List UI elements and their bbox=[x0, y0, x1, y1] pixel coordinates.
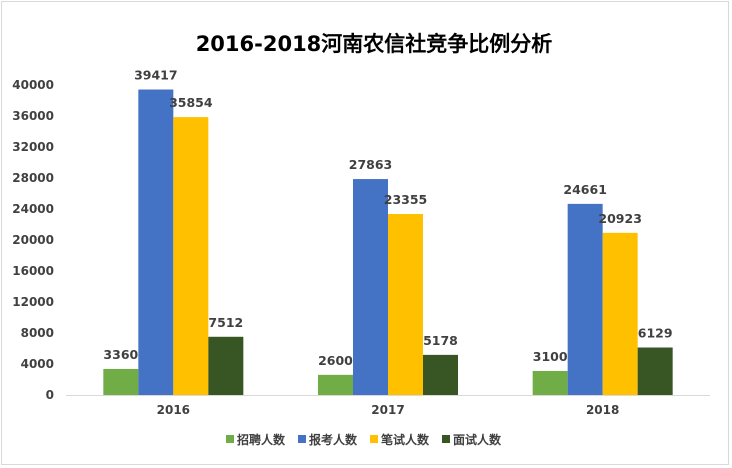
data-label: 35854 bbox=[169, 95, 213, 110]
data-label: 3100 bbox=[533, 349, 568, 364]
y-tick-label: 32000 bbox=[12, 140, 54, 154]
data-label: 20923 bbox=[598, 211, 642, 226]
chart-title: 2016-2018河南农信社竞争比例分析 bbox=[196, 32, 553, 56]
bar-4-2018 bbox=[637, 347, 673, 395]
bar-3-2016 bbox=[173, 117, 209, 395]
bar-3-2017 bbox=[388, 213, 423, 395]
legend-swatch bbox=[298, 435, 306, 443]
bar-2-2016 bbox=[138, 89, 174, 395]
y-tick-label: 28000 bbox=[12, 171, 54, 185]
data-label: 24661 bbox=[563, 182, 607, 197]
data-label: 27863 bbox=[349, 157, 393, 172]
y-tick-label: 40000 bbox=[12, 78, 54, 92]
y-tick-label: 16000 bbox=[12, 264, 54, 278]
bar-4-2016 bbox=[208, 336, 244, 395]
y-tick-label: 4000 bbox=[21, 357, 54, 371]
legend: 招聘人数 报考人数 笔试人数 面试人数 bbox=[226, 432, 502, 447]
legend-swatch bbox=[370, 435, 378, 443]
legend-swatch bbox=[226, 435, 234, 443]
bar-3-2018 bbox=[602, 232, 638, 395]
data-label: 6129 bbox=[638, 326, 673, 341]
y-axis: 0 4000 8000 12000 16000 20000 24000 28000 32000 3… bbox=[12, 78, 54, 402]
bar-1-2017 bbox=[318, 374, 353, 395]
bar-2-2017 bbox=[353, 179, 388, 395]
y-tick-label: 8000 bbox=[21, 326, 54, 340]
legend-label: 招聘人数 bbox=[237, 432, 286, 447]
x-tick-label: 2017 bbox=[371, 403, 404, 417]
y-tick-label: 36000 bbox=[12, 109, 54, 123]
data-label: 7512 bbox=[208, 315, 243, 330]
x-tick-label: 2018 bbox=[586, 403, 619, 417]
bar-4-2017 bbox=[423, 354, 458, 395]
y-tick-label: 20000 bbox=[12, 233, 54, 247]
x-tick-label: 2016 bbox=[157, 403, 190, 417]
data-label: 5178 bbox=[423, 333, 458, 348]
data-label: 39417 bbox=[134, 68, 178, 83]
data-label: 23355 bbox=[384, 192, 428, 207]
x-axis: 2016 2017 2018 bbox=[66, 395, 710, 417]
y-tick-label: 12000 bbox=[12, 295, 54, 309]
bar-2-2018 bbox=[567, 203, 603, 395]
legend-swatch bbox=[442, 435, 450, 443]
legend-label: 报考人数 bbox=[309, 432, 358, 447]
y-tick-label: 0 bbox=[46, 388, 54, 402]
legend-label: 面试人数 bbox=[453, 432, 502, 447]
y-tick-label: 24000 bbox=[12, 202, 54, 216]
bar-1-2016 bbox=[103, 368, 139, 395]
legend-label: 笔试人数 bbox=[381, 432, 430, 447]
data-label: 2600 bbox=[318, 353, 353, 368]
bar-1-2018 bbox=[532, 370, 568, 395]
data-label-group: 3360 39417 35854 7512 2600 27863 23355 5178 3100… bbox=[103, 68, 672, 368]
data-label: 3360 bbox=[103, 347, 138, 362]
bar-series-group bbox=[103, 89, 673, 395]
